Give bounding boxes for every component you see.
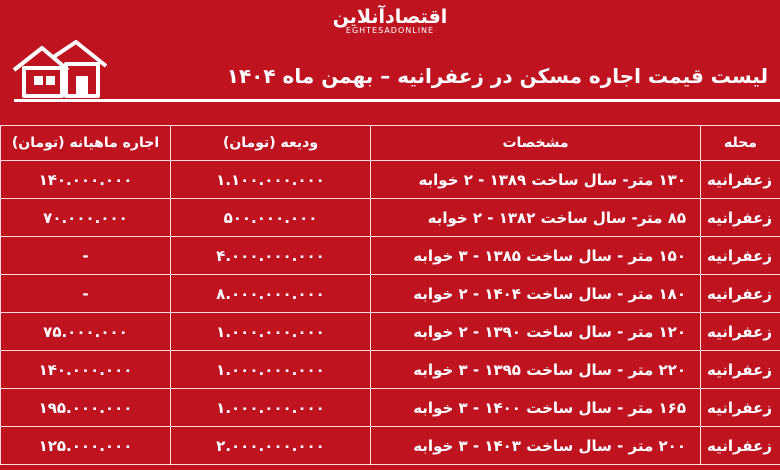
- title-rule: [14, 99, 780, 102]
- table-row: زعفرانیه ۱۲۰ متر - سال ساخت ۱۳۹۰ - ۲ خواب…: [0, 312, 780, 351]
- rent-cell: ۷۰.۰۰۰.۰۰۰: [0, 198, 171, 237]
- table-row: زعفرانیه ۸۵ متر- سال ساخت ۱۳۸۲ - ۲ خوابه ۵…: [0, 198, 780, 237]
- area-cell: زعفرانیه: [700, 388, 780, 427]
- logo: اقتصادآنلاین EGHTESADONLINE: [0, 6, 780, 35]
- spec-cell: ۱۲۰ متر - سال ساخت ۱۳۹۰ - ۲ خوابه: [370, 312, 701, 351]
- area-cell: زعفرانیه: [700, 198, 780, 237]
- deposit-cell: ۴.۰۰۰.۰۰۰.۰۰۰: [170, 236, 371, 275]
- rent-cell: -: [0, 274, 171, 313]
- header-row: محله مشخصات ودیعه (تومان) اجاره ماهیانه (تو…: [0, 125, 780, 161]
- deposit-cell: ۱.۰۰۰.۰۰۰.۰۰۰: [170, 312, 371, 351]
- table-row: زعفرانیه ۱۶۵ متر - سال ساخت ۱۴۰۰ - ۳ خواب…: [0, 388, 780, 427]
- area-cell: زعفرانیه: [700, 160, 780, 199]
- rent-cell: ۱۴۰.۰۰۰.۰۰۰: [0, 350, 171, 389]
- deposit-cell: ۱.۱۰۰.۰۰۰.۰۰۰: [170, 160, 371, 199]
- deposit-cell: ۲.۰۰۰.۰۰۰.۰۰۰: [170, 426, 371, 465]
- spec-cell: ۱۳۰ متر- سال ساخت ۱۳۸۹ - ۲ خوابه: [370, 160, 701, 199]
- spec-cell: ۱۵۰ متر - سال ساخت ۱۳۸۵ - ۳ خوابه: [370, 236, 701, 275]
- area-cell: زعفرانیه: [700, 274, 780, 313]
- area-cell: زعفرانیه: [700, 236, 780, 275]
- area-cell: زعفرانیه: [700, 312, 780, 351]
- brand: اقتصادآنلاین: [332, 6, 448, 28]
- spec-cell: ۱۶۵ متر - سال ساخت ۱۴۰۰ - ۳ خوابه: [370, 388, 701, 427]
- title: لیست قیمت اجاره مسکن در زعفرانیه – بهمن …: [226, 64, 768, 88]
- area-cell: زعفرانیه: [700, 426, 780, 465]
- price-table: محله مشخصات ودیعه (تومان) اجاره ماهیانه (تو…: [0, 125, 780, 465]
- rent-cell: ۷۵.۰۰۰.۰۰۰: [0, 312, 171, 351]
- rent-cell: ۱۲۵.۰۰۰.۰۰۰: [0, 426, 171, 465]
- table-row: زعفرانیه ۲۰۰ متر - سال ساخت ۱۴۰۳ - ۳ خواب…: [0, 426, 780, 465]
- column-header: مشخصات: [370, 125, 701, 161]
- deposit-cell: ۸.۰۰۰.۰۰۰.۰۰۰: [170, 274, 371, 313]
- spec-cell: ۲۰۰ متر - سال ساخت ۱۴۰۳ - ۳ خوابه: [370, 426, 701, 465]
- deposit-cell: ۱.۰۰۰.۰۰۰.۰۰۰: [170, 388, 371, 427]
- deposit-cell: ۱.۰۰۰.۰۰۰.۰۰۰: [170, 350, 371, 389]
- house-icon: [12, 40, 108, 98]
- spec-cell: ۱۸۰ متر - سال ساخت ۱۴۰۴ - ۲ خوابه: [370, 274, 701, 313]
- spec-cell: ۲۲۰ متر - سال ساخت ۱۳۹۵ - ۳ خوابه: [370, 350, 701, 389]
- table-row: زعفرانیه ۱۵۰ متر - سال ساخت ۱۳۸۵ - ۳ خواب…: [0, 236, 780, 275]
- table-row: زعفرانیه ۲۲۰ متر - سال ساخت ۱۳۹۵ - ۳ خواب…: [0, 350, 780, 389]
- table-row: زعفرانیه ۱۳۰ متر- سال ساخت ۱۳۸۹ - ۲ خوابه…: [0, 160, 780, 199]
- spec-cell: ۸۵ متر- سال ساخت ۱۳۸۲ - ۲ خوابه: [370, 198, 701, 237]
- area-cell: زعفرانیه: [700, 350, 780, 389]
- brand-latin: EGHTESADONLINE: [345, 26, 435, 35]
- table-row: زعفرانیه ۱۸۰ متر - سال ساخت ۱۴۰۴ - ۲ خواب…: [0, 274, 780, 313]
- deposit-cell: ۵۰۰.۰۰۰.۰۰۰: [170, 198, 371, 237]
- column-header: اجاره ماهیانه (تومان): [0, 125, 171, 161]
- rent-cell: -: [0, 236, 171, 275]
- column-header: محله: [700, 125, 780, 161]
- column-header: ودیعه (تومان): [170, 125, 371, 161]
- rent-cell: ۱۴۰.۰۰۰.۰۰۰: [0, 160, 171, 199]
- rent-cell: ۱۹۵.۰۰۰.۰۰۰: [0, 388, 171, 427]
